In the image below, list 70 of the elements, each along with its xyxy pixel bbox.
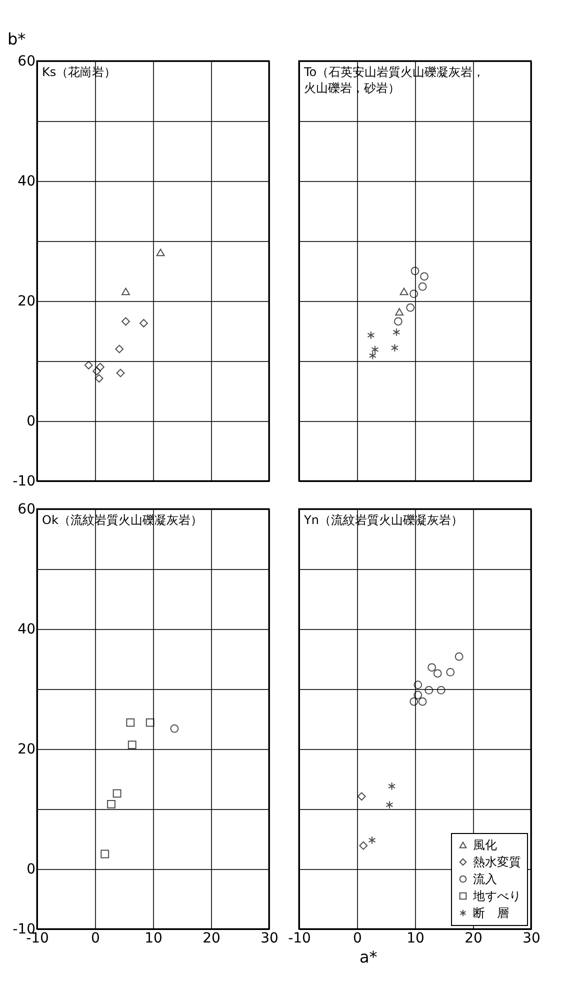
point: [418, 697, 427, 706]
point: [122, 317, 130, 326]
legend-label: 断 層: [473, 906, 509, 920]
point: [112, 789, 122, 798]
point: [392, 328, 400, 336]
point: [140, 318, 148, 328]
x-tick-label: 30: [522, 930, 540, 946]
legend-label: 風化: [473, 838, 497, 852]
x-tick-label: 0: [91, 930, 100, 946]
legend-label: 流入: [473, 872, 497, 886]
point: [84, 360, 93, 370]
point: [156, 248, 165, 256]
point: [436, 686, 446, 694]
point: [406, 303, 415, 312]
point: [410, 266, 420, 276]
point: [115, 344, 124, 354]
point: [418, 282, 427, 291]
point: [128, 740, 136, 750]
point: [400, 288, 408, 296]
point: [371, 345, 379, 354]
point: [357, 792, 366, 801]
y-tick-label: 20: [18, 294, 36, 310]
x-tick-label: -10: [288, 930, 311, 946]
point: [395, 308, 404, 316]
point: [170, 724, 179, 733]
x-tick-label: 0: [353, 930, 362, 946]
point: [126, 718, 135, 727]
x-tick-label: 20: [202, 930, 220, 946]
point: [420, 272, 428, 281]
point: [414, 690, 422, 700]
point: [433, 669, 442, 678]
point: [410, 290, 418, 298]
point: [454, 652, 464, 661]
x-tick-label: 20: [464, 930, 482, 946]
y-tick-label: 60: [18, 502, 36, 518]
y-tick-label: 40: [18, 174, 36, 190]
point: [96, 362, 104, 372]
x-tick-label: 30: [260, 930, 278, 946]
y-tick-label: -10: [12, 474, 36, 490]
y-tick-label: 0: [26, 862, 36, 878]
point: [122, 288, 130, 296]
legend-label: 地すべり: [472, 889, 521, 903]
x-tick-label: 10: [144, 930, 162, 946]
legend-label: 熱水変質: [473, 855, 521, 869]
point: [359, 841, 368, 850]
point: [146, 718, 154, 727]
x-tick-label: 10: [406, 930, 424, 946]
y-tick-label: 0: [26, 414, 36, 430]
point: [94, 374, 104, 383]
point: [100, 850, 110, 858]
point: [394, 317, 402, 326]
point: [107, 800, 116, 808]
point: [367, 330, 375, 340]
x-axis-title: a*: [360, 948, 378, 966]
y-axis-title: b*: [8, 30, 26, 48]
point: [446, 668, 455, 676]
point: [424, 686, 434, 694]
y-tick-label: 20: [18, 742, 36, 758]
point: [92, 366, 101, 376]
point: [414, 680, 422, 689]
point: [386, 800, 394, 810]
point: [428, 663, 436, 672]
y-tick-label: 60: [18, 54, 36, 70]
point: [410, 697, 418, 706]
point: [390, 344, 398, 352]
point: [368, 836, 376, 844]
point: [388, 782, 396, 790]
y-tick-label: 40: [18, 622, 36, 638]
point: [116, 368, 125, 378]
point: [368, 351, 376, 360]
